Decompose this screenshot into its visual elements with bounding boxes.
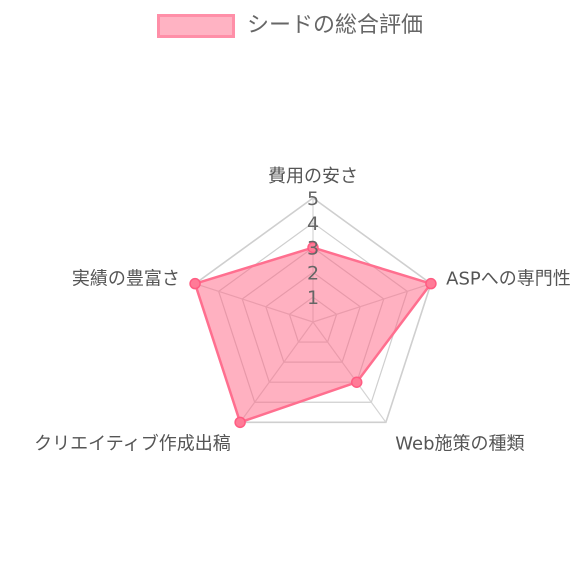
tick-label: 5 (307, 188, 319, 210)
axis-label: 実績の豊富さ (72, 269, 180, 290)
grid-ring-5 (194, 197, 432, 424)
chart-legend[interactable]: シードの総合評価 (0, 14, 580, 38)
axis-label: クリエイティブ作成出稿 (34, 432, 231, 454)
tick-label: 3 (307, 238, 319, 260)
data-point[interactable] (234, 416, 246, 429)
axis-label: Web施策の種類 (395, 433, 524, 454)
radar-axis-labels: 費用の安さ ASPへの専門性 Web施策の種類 クリエイティブ作成出稿 実績の豊富さ (34, 166, 571, 454)
tick-label: 4 (307, 213, 319, 235)
data-point[interactable] (189, 277, 201, 290)
radar-point-layer (189, 241, 437, 429)
legend-swatch[interactable] (156, 14, 235, 38)
tick-label: 2 (307, 262, 319, 284)
axis-label: ASPへの専門性 (446, 269, 571, 290)
legend-label: シードの総合評価 (246, 13, 423, 38)
tick-label: 1 (307, 287, 319, 309)
axis-label: 費用の安さ (268, 166, 358, 187)
data-point[interactable] (425, 277, 437, 290)
data-point[interactable] (307, 241, 319, 254)
radar-area-layer (193, 246, 433, 424)
data-point[interactable] (350, 376, 363, 388)
series-area[interactable] (193, 246, 433, 424)
